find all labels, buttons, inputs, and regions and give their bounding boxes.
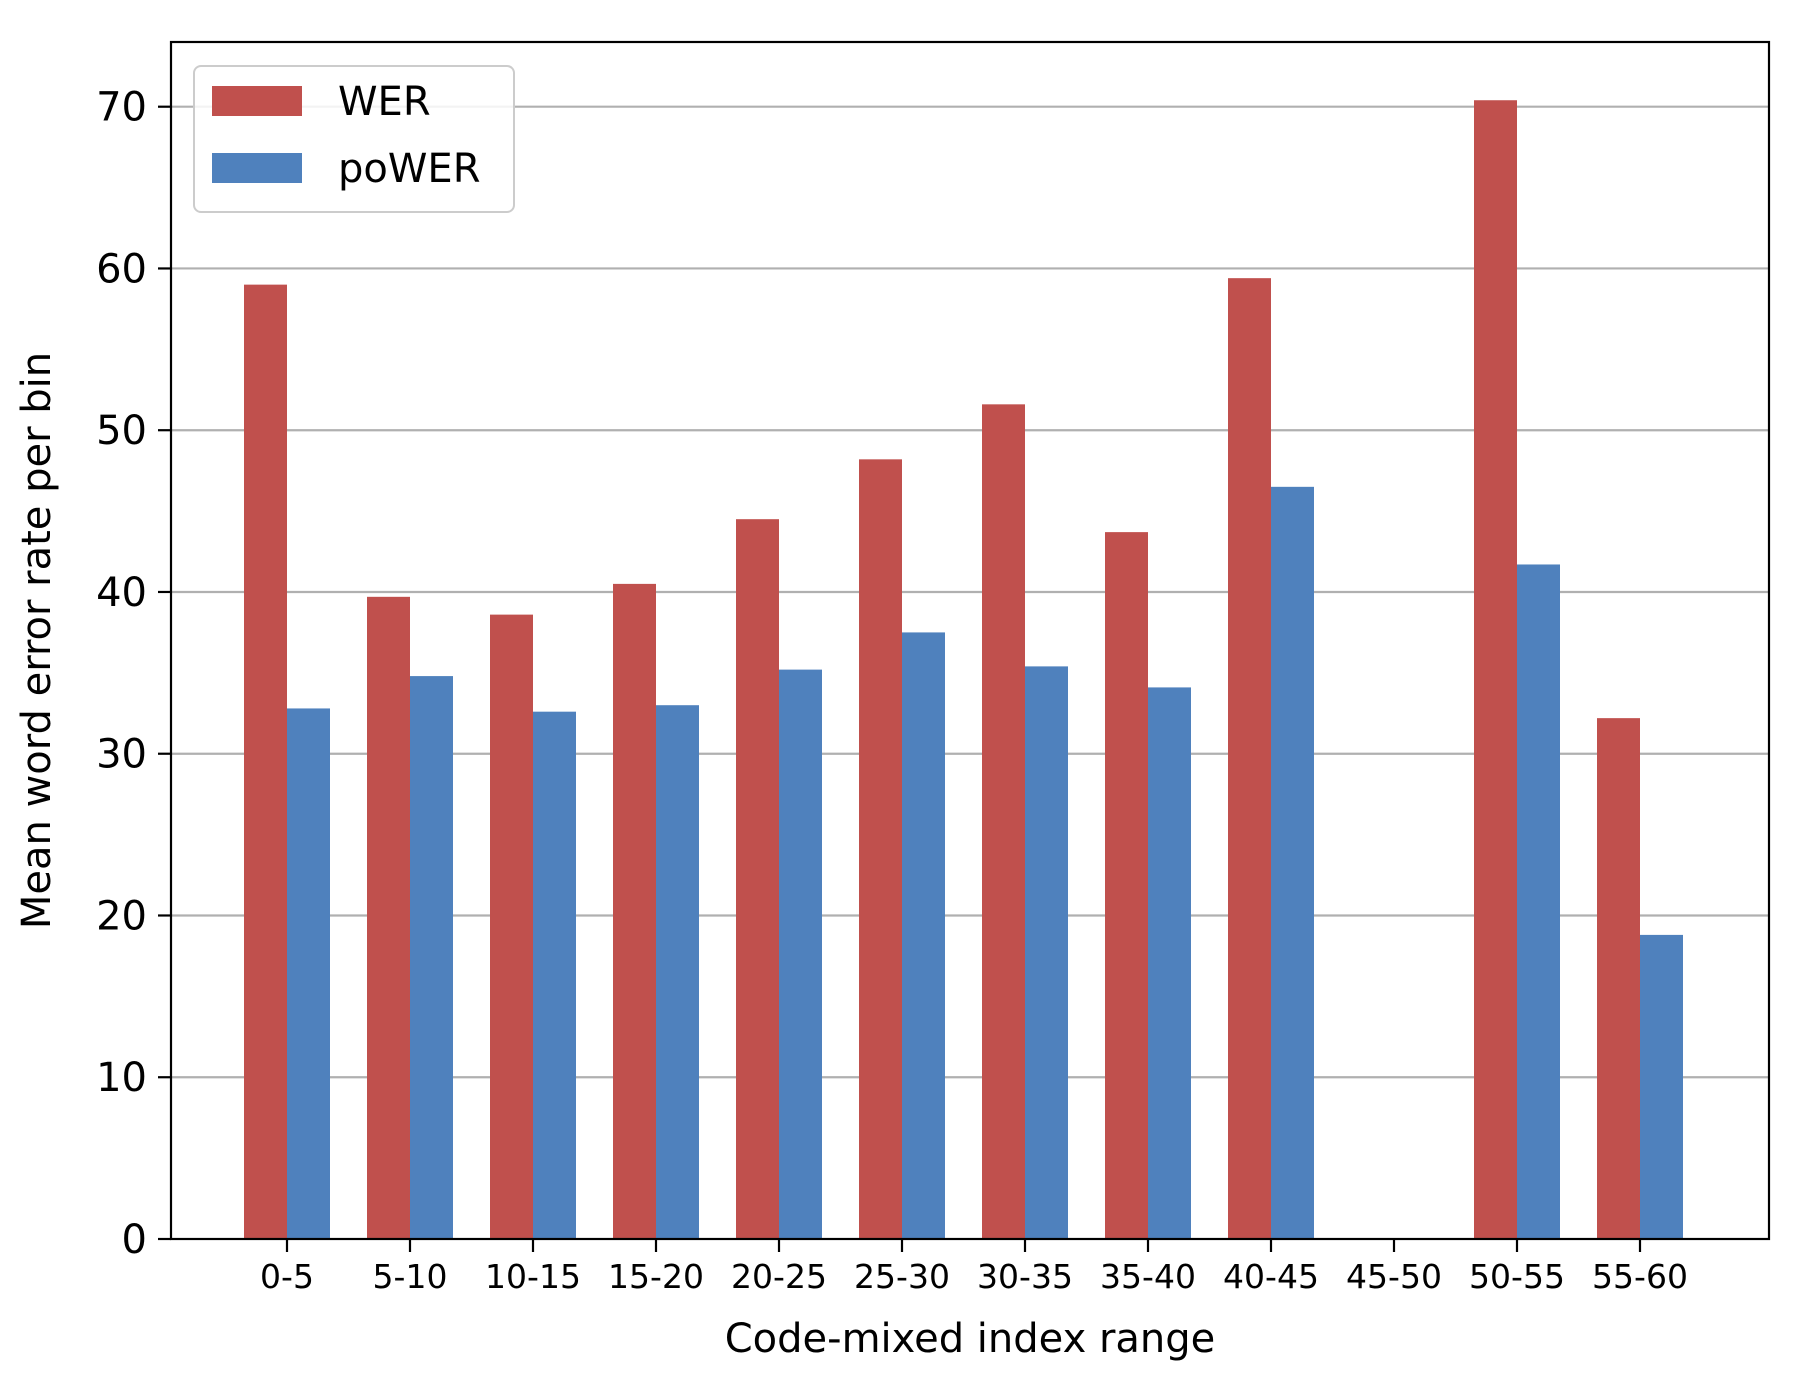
bar-wer-25-30 <box>859 459 902 1240</box>
y-tick-label: 70 <box>96 85 147 131</box>
bar-wer-10-15 <box>490 614 533 1239</box>
y-tick-label: 60 <box>96 246 147 292</box>
x-tick-label: 55-60 <box>1592 1257 1688 1296</box>
bar-power-20-25 <box>779 669 822 1239</box>
y-tick-label: 30 <box>96 732 147 778</box>
y-tick-label: 20 <box>96 893 147 939</box>
bar-power-40-45 <box>1271 486 1314 1240</box>
bar-power-30-35 <box>1025 666 1068 1239</box>
legend-swatch-power <box>212 153 302 183</box>
bar-power-15-20 <box>656 705 699 1239</box>
bar-wer-50-55 <box>1474 100 1517 1240</box>
y-tick-label: 40 <box>96 570 147 616</box>
bar-power-25-30 <box>902 632 945 1239</box>
bar-wer-20-25 <box>736 519 779 1239</box>
x-tick-label: 35-40 <box>1100 1257 1196 1296</box>
x-tick-label: 15-20 <box>608 1257 704 1296</box>
bar-wer-55-60 <box>1597 718 1640 1239</box>
legend-label-power: poWER <box>338 146 480 192</box>
x-tick-label: 25-30 <box>854 1257 950 1296</box>
x-axis-title: Code-mixed index range <box>725 1316 1216 1362</box>
y-tick-label: 10 <box>96 1055 147 1101</box>
x-tick-label: 50-55 <box>1469 1257 1565 1296</box>
bar-wer-35-40 <box>1105 532 1148 1239</box>
x-axis: 0-5 5-10 10-15 15-20 20-25 25-30 30-35 35-40 40-… <box>260 1239 1688 1296</box>
x-tick-label: 0-5 <box>260 1257 314 1296</box>
x-tick-label: 10-15 <box>485 1257 581 1296</box>
x-tick-label: 30-35 <box>977 1257 1073 1296</box>
y-tick-label: 50 <box>96 408 147 454</box>
plot-frame <box>169 40 1771 1241</box>
bar-power-55-60 <box>1640 934 1683 1239</box>
bar-wer-0-5 <box>244 284 287 1239</box>
legend-swatch-wer <box>212 86 302 116</box>
y-tick-label: 0 <box>122 1217 147 1263</box>
bar-wer-5-10 <box>367 596 410 1239</box>
bar-power-50-55 <box>1517 564 1560 1239</box>
x-tick-label: 45-50 <box>1346 1257 1442 1296</box>
x-tick-label: 20-25 <box>731 1257 827 1296</box>
bar-power-10-15 <box>533 711 576 1239</box>
x-tick-label: 40-45 <box>1223 1257 1319 1296</box>
y-axis-title: Mean word error rate per bin <box>14 352 60 929</box>
legend-label-wer: WER <box>338 79 431 125</box>
y-axis: 0 10 20 30 40 50 60 70 <box>96 85 171 1263</box>
x-tick-label: 5-10 <box>373 1257 448 1296</box>
bar-power-35-40 <box>1148 687 1191 1239</box>
bar-power-0-5 <box>287 708 330 1239</box>
legend: WER poWER <box>193 65 515 213</box>
bar-power-5-10 <box>410 676 453 1239</box>
bar-wer-40-45 <box>1228 278 1271 1239</box>
bars <box>244 100 1683 1240</box>
bar-wer-30-35 <box>982 404 1025 1239</box>
bar-wer-15-20 <box>613 583 656 1239</box>
